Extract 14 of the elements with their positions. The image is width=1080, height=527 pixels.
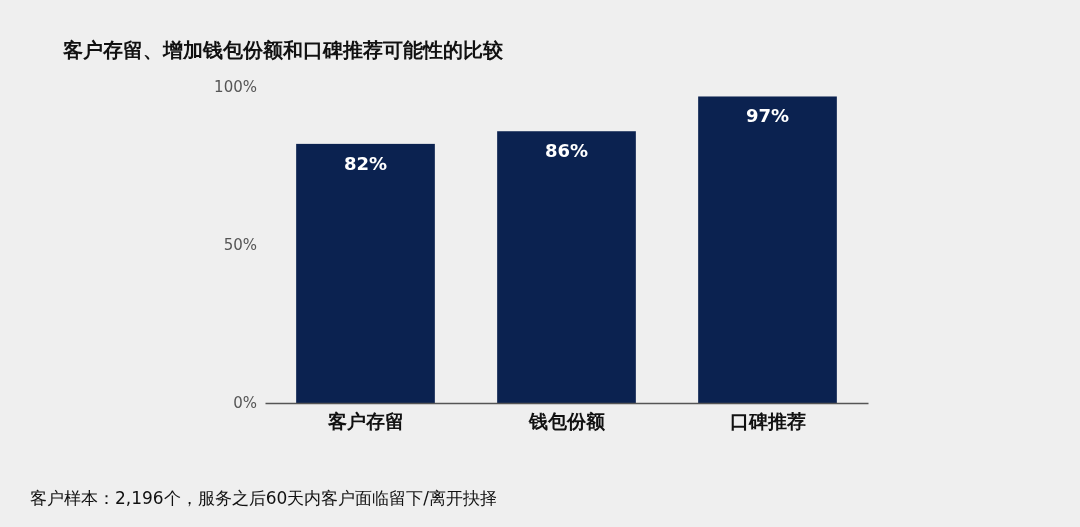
data-label: 82% [343,152,388,174]
y-tick-label: 50% [223,236,257,255]
x-tick-label: 口碑推荐 [729,410,806,433]
data-label: 86% [544,140,589,162]
y-tick-label: 0% [233,394,257,413]
bar [296,143,435,403]
bar [698,96,837,403]
bar [497,131,636,403]
data-label: 97% [745,105,790,127]
y-tick-label: 100% [214,78,257,97]
x-tick-label: 钱包份额 [527,410,606,433]
chart-title: 客户存留、增加钱包份额和口碑推荐可能性的比较 [62,38,504,62]
text: 客户样本：2,196个，服务之后60天内客户面临留下/离开抉择 [30,488,498,508]
x-tick-label: 客户存留 [326,410,404,433]
